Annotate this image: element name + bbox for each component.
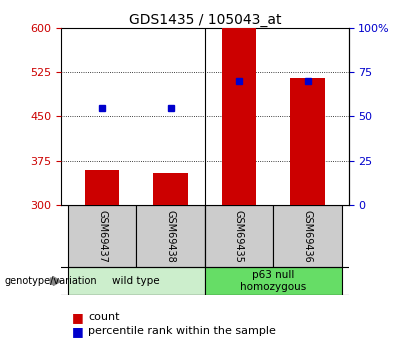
Text: p63 null
homozygous: p63 null homozygous (240, 270, 306, 292)
Bar (68, 205, 136, 267)
Bar (136, 205, 205, 267)
Text: GSM69436: GSM69436 (302, 210, 312, 263)
Bar (205, 205, 273, 267)
Text: GSM69435: GSM69435 (234, 210, 244, 263)
Bar (273, 205, 342, 267)
Title: GDS1435 / 105043_at: GDS1435 / 105043_at (129, 12, 281, 27)
Text: ■: ■ (71, 325, 83, 338)
Bar (222, 28, 256, 205)
Text: ■: ■ (71, 311, 83, 324)
Text: percentile rank within the sample: percentile rank within the sample (88, 326, 276, 336)
FancyArrow shape (50, 277, 61, 286)
Bar (68, 267, 205, 295)
Bar (85, 170, 119, 205)
Text: wild type: wild type (113, 276, 160, 286)
Text: GSM69438: GSM69438 (165, 210, 176, 263)
Bar (153, 173, 188, 205)
Text: genotype/variation: genotype/variation (4, 276, 97, 286)
Bar (290, 78, 325, 205)
Text: GSM69437: GSM69437 (97, 210, 107, 263)
Bar (205, 267, 342, 295)
Text: count: count (88, 313, 120, 322)
